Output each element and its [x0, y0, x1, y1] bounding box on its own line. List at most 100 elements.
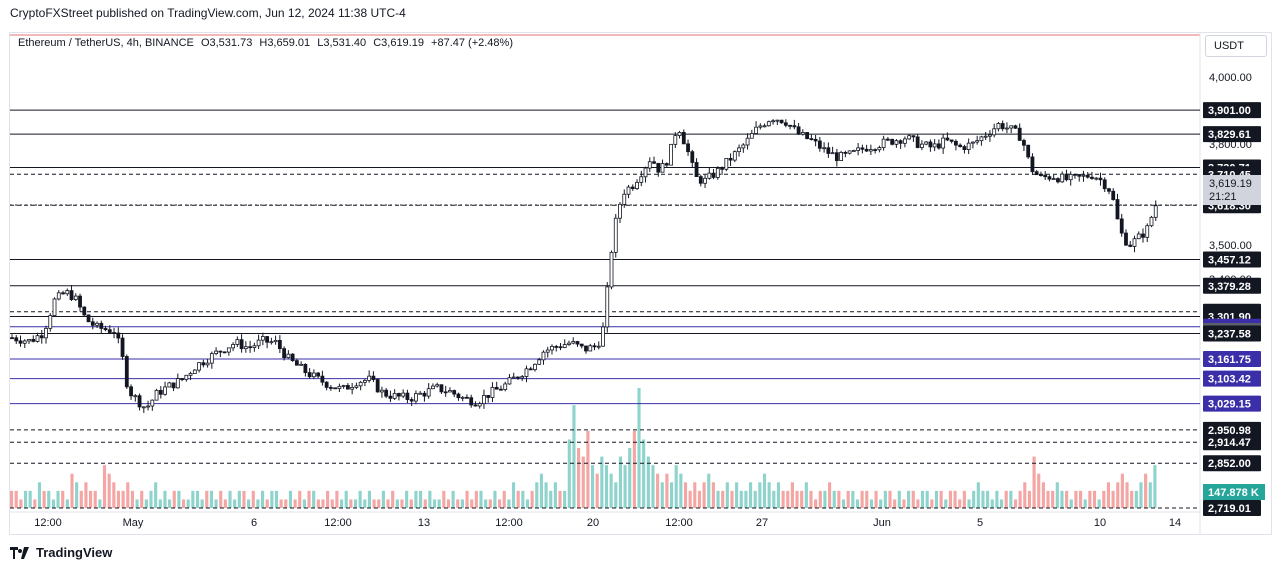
candle-up: [431, 385, 435, 390]
candle-up: [1153, 205, 1158, 218]
candle-down: [813, 138, 818, 142]
volume-bar: [209, 490, 214, 508]
volume-bar: [637, 388, 641, 508]
candle-down: [69, 290, 74, 300]
volume-bar: [1106, 482, 1111, 508]
volume-bar: [1032, 456, 1036, 508]
volume-bar: [1023, 482, 1027, 508]
candle-down: [783, 122, 788, 126]
currency-selector[interactable]: USDT: [1205, 35, 1267, 57]
volume-bar: [735, 482, 739, 508]
tradingview-logo-icon[interactable]: [10, 546, 30, 559]
candle-down: [18, 340, 23, 344]
candle-up: [758, 125, 763, 128]
candle-down: [39, 335, 44, 339]
volume-bar: [879, 499, 883, 508]
volume-bar: [400, 499, 404, 508]
volume-bar: [674, 465, 678, 508]
candle-down: [316, 372, 321, 377]
candle-down: [112, 332, 116, 334]
candle-up: [65, 290, 70, 295]
candle-down: [949, 139, 954, 142]
volume-bar: [753, 490, 757, 508]
volume-bar: [84, 482, 88, 508]
candle-down: [397, 393, 401, 397]
candle-up: [932, 143, 937, 148]
candle-down: [222, 351, 227, 354]
level-tag-label: 3,829.61: [1208, 129, 1251, 141]
candle-down: [1111, 190, 1116, 200]
candle-up: [48, 315, 53, 329]
symbol-name[interactable]: Ethereum / TetherUS, 4h, BINANCE: [18, 37, 194, 49]
candles: [10, 119, 1158, 413]
volume-bar: [1069, 499, 1073, 508]
volume-bar: [437, 499, 441, 508]
volume-bar: [651, 465, 655, 508]
volume-bar: [247, 499, 251, 508]
level-tag-label: 3,029.15: [1208, 399, 1251, 411]
volume-bar: [660, 482, 664, 508]
volume-bar: [1111, 490, 1115, 508]
volume-bar: [1120, 473, 1124, 508]
volume-bar: [846, 490, 850, 508]
candle-down: [630, 186, 635, 189]
volume-bar: [563, 490, 567, 508]
x-tick-label: 12:00: [665, 517, 693, 529]
candle-up: [992, 128, 997, 136]
candle-down: [728, 157, 733, 161]
volume-bar: [372, 499, 376, 508]
candle-up: [677, 132, 682, 136]
candle-up: [22, 340, 27, 344]
candle-up: [363, 380, 367, 383]
candle-down: [439, 384, 444, 393]
volume-bar: [553, 482, 557, 508]
volume-tag-label: 147.878 K: [1208, 487, 1259, 499]
volume-bar: [600, 456, 604, 508]
volume-bar: [409, 499, 413, 508]
candle-up: [1005, 127, 1009, 130]
candle-down: [384, 389, 389, 397]
candle-up: [1132, 238, 1137, 247]
candle-down: [78, 295, 82, 308]
candle-up: [703, 177, 707, 184]
candle-up: [673, 135, 678, 145]
level-tag-bg: [1203, 499, 1261, 516]
footer-brand[interactable]: TradingView: [36, 545, 113, 560]
volume-bar: [395, 499, 399, 508]
volume-bar: [642, 439, 646, 508]
volume-bar: [42, 490, 46, 508]
candle-up: [511, 376, 516, 379]
candle-down: [698, 176, 703, 184]
volume-bar: [976, 482, 980, 508]
candle-up: [737, 147, 741, 153]
candle-up: [401, 392, 406, 397]
candle-up: [256, 339, 261, 347]
candle-down: [469, 397, 474, 406]
grid-layer: [10, 33, 1201, 534]
volume-bar: [1027, 490, 1032, 508]
x-tick-label: 5: [977, 517, 983, 529]
volume-bar: [893, 499, 897, 508]
volume-bar: [507, 499, 511, 508]
candle-down: [31, 339, 36, 342]
candle-down: [473, 404, 478, 407]
volume-bar: [772, 490, 776, 508]
candle-down: [681, 132, 686, 145]
candle-down: [409, 399, 414, 402]
volume-bar: [721, 490, 725, 508]
volume-bar: [23, 490, 28, 508]
volume-bar: [1060, 490, 1064, 508]
candle-down: [422, 392, 427, 397]
candle-down: [1047, 176, 1052, 180]
volume-bar: [632, 430, 636, 508]
price-axis-tags: 3,901.003,829.613,730.713,710.453,618.30…: [1203, 72, 1265, 516]
candle-up: [418, 392, 423, 395]
y-tick-label: 3,500.00: [1209, 240, 1252, 252]
candle-down: [928, 141, 933, 148]
volume-bar: [14, 490, 18, 508]
x-tick-label: 12:00: [495, 517, 523, 529]
volume-bar: [995, 490, 999, 508]
candle-down: [248, 346, 253, 349]
candle-down: [528, 368, 533, 371]
